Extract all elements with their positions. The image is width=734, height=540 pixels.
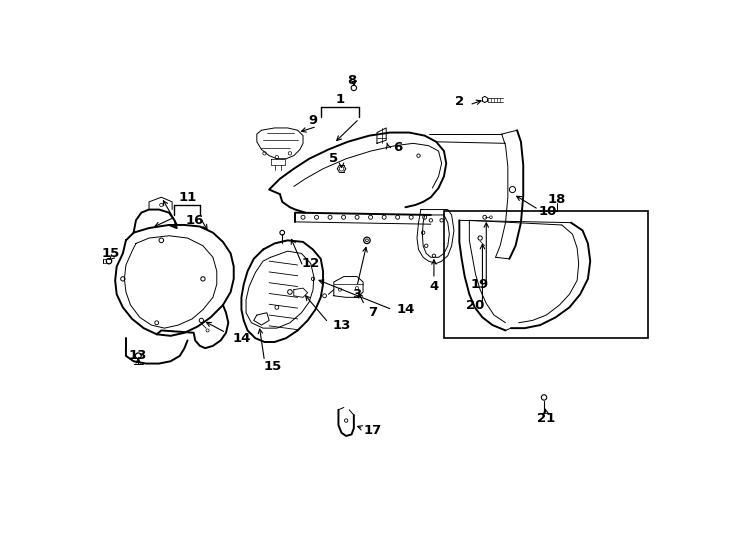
Circle shape [446,233,449,236]
Circle shape [483,215,487,219]
Circle shape [366,239,368,242]
Circle shape [396,215,399,219]
Circle shape [364,237,370,244]
Circle shape [368,215,373,219]
Circle shape [301,215,305,219]
Text: 12: 12 [302,257,320,270]
Circle shape [424,244,428,247]
Text: 5: 5 [330,152,338,165]
Text: 7: 7 [368,306,377,319]
Circle shape [490,216,493,219]
Circle shape [338,288,341,291]
Text: 16: 16 [186,214,204,227]
Circle shape [509,186,515,193]
Text: 14: 14 [232,332,250,345]
Text: 2: 2 [455,95,464,108]
Circle shape [429,219,432,222]
Circle shape [445,246,448,250]
Text: 20: 20 [465,299,484,312]
Text: 19: 19 [471,278,490,291]
Circle shape [159,238,164,242]
Circle shape [275,156,278,159]
Text: 13: 13 [129,349,148,362]
Text: 1: 1 [335,93,344,106]
Bar [444,211,648,338]
Text: 14: 14 [396,303,415,316]
Circle shape [106,259,112,264]
Circle shape [288,152,291,155]
Text: 10: 10 [539,205,557,218]
Circle shape [199,318,203,322]
Circle shape [344,419,348,422]
Text: 3: 3 [352,288,362,301]
Text: 11: 11 [178,191,197,204]
Circle shape [421,231,425,234]
Text: 18: 18 [548,193,567,206]
Text: 4: 4 [429,280,438,293]
Circle shape [423,215,426,219]
Text: 15: 15 [101,247,120,260]
Circle shape [382,215,386,219]
Circle shape [341,215,346,219]
Text: 6: 6 [393,141,402,154]
Circle shape [288,289,292,294]
Circle shape [201,276,205,281]
Text: 15: 15 [263,360,281,373]
Text: 8: 8 [347,73,356,87]
Circle shape [409,215,413,219]
Circle shape [275,306,279,309]
Circle shape [155,321,159,325]
Circle shape [351,85,357,91]
Circle shape [432,254,435,258]
Circle shape [315,215,319,219]
Circle shape [339,166,344,171]
Circle shape [311,277,315,281]
Circle shape [323,294,327,298]
Circle shape [355,215,359,219]
Circle shape [135,353,141,359]
Text: 13: 13 [333,319,351,332]
Circle shape [542,395,547,400]
Text: 21: 21 [537,413,556,426]
Text: 9: 9 [308,114,318,127]
Circle shape [417,154,421,157]
Circle shape [478,236,482,240]
Circle shape [355,287,358,289]
Circle shape [280,231,285,235]
Circle shape [440,219,443,222]
Circle shape [120,276,125,281]
Circle shape [328,215,332,219]
Circle shape [206,329,209,332]
Circle shape [160,203,163,207]
Text: 17: 17 [363,424,382,437]
Circle shape [263,152,266,155]
